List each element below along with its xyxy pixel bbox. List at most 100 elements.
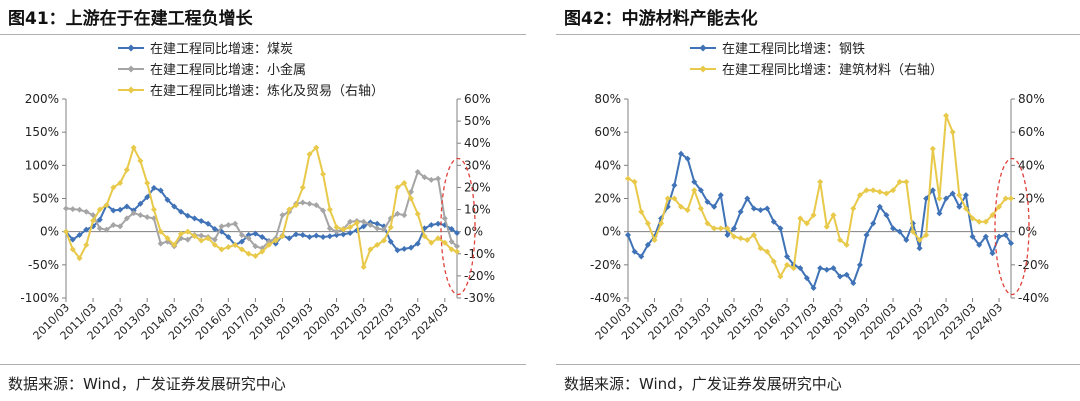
data-point — [777, 225, 784, 232]
data-point — [830, 265, 837, 272]
data-point — [704, 198, 711, 205]
data-point — [367, 246, 374, 253]
y-right-tick-label: 20% — [1018, 192, 1045, 206]
data-point — [401, 245, 408, 252]
data-point — [936, 210, 943, 217]
data-point — [252, 230, 259, 237]
data-point — [837, 273, 844, 280]
y-left-tick-label: -50% — [28, 258, 59, 272]
data-point — [435, 235, 442, 242]
data-point — [996, 203, 1003, 210]
data-point — [625, 231, 631, 238]
data-point — [1008, 240, 1014, 247]
data-point — [936, 195, 943, 202]
data-point — [697, 205, 704, 212]
data-point — [387, 238, 394, 245]
data-point — [320, 233, 327, 240]
data-point — [896, 228, 903, 235]
data-point — [435, 175, 442, 182]
data-point — [245, 235, 252, 242]
legend-label: 在建工程同比增速：建筑材料（右轴） — [722, 62, 943, 78]
data-point — [191, 233, 198, 240]
data-point — [69, 246, 76, 253]
y-left-tick-label: 200% — [25, 92, 59, 106]
legend-label: 在建工程同比增速：钢铁 — [722, 42, 865, 57]
data-point — [286, 206, 293, 213]
y-left-tick-label: 20% — [594, 192, 621, 206]
title-divider — [556, 34, 1080, 35]
data-point — [299, 184, 306, 191]
data-point — [198, 237, 205, 244]
bottom-divider — [556, 364, 1080, 365]
data-point — [293, 231, 299, 238]
data-point — [96, 225, 103, 232]
data-point — [123, 166, 130, 173]
data-point — [982, 233, 989, 240]
data-point — [306, 151, 313, 158]
data-point — [909, 228, 916, 235]
data-point — [265, 241, 272, 248]
data-point — [414, 210, 421, 217]
data-point — [697, 187, 704, 194]
data-point — [810, 285, 817, 292]
data-point — [225, 222, 232, 229]
data-point — [218, 223, 225, 230]
data-point — [704, 220, 711, 227]
data-point — [238, 246, 245, 253]
data-point — [83, 208, 90, 215]
data-point — [333, 231, 340, 238]
data-point — [803, 220, 810, 227]
data-point — [691, 178, 698, 185]
data-point — [178, 208, 184, 215]
figure-title: 图41：上游在于在建工程负增长 — [8, 9, 253, 29]
data-point — [326, 225, 333, 232]
data-point — [929, 145, 936, 152]
data-point — [724, 225, 731, 232]
data-point — [428, 239, 435, 246]
y-right-tick-label: -30% — [464, 291, 495, 305]
data-point — [360, 218, 367, 225]
y-left-tick-label: -100% — [20, 291, 59, 305]
data-point — [279, 212, 286, 219]
data-point — [320, 207, 327, 214]
data-point — [770, 218, 777, 225]
data-point — [850, 205, 857, 212]
y-left-tick-label: 60% — [594, 125, 621, 139]
data-point — [962, 192, 969, 199]
legend-swatch-marker — [127, 86, 135, 94]
data-point — [969, 233, 976, 240]
data-point — [989, 250, 996, 257]
data-point — [259, 248, 266, 255]
legend-label: 在建工程同比增速：煤炭 — [150, 42, 293, 57]
y-right-tick-label: 60% — [464, 92, 491, 106]
data-point — [232, 220, 239, 227]
data-point — [198, 232, 205, 239]
data-point — [790, 265, 797, 272]
y-right-tick-label: -20% — [464, 269, 495, 283]
data-point — [421, 174, 428, 181]
data-point — [454, 243, 460, 250]
data-point — [157, 228, 164, 235]
data-point — [737, 208, 744, 215]
data-point — [279, 233, 286, 240]
data-point — [360, 264, 367, 271]
data-point — [678, 203, 685, 210]
data-point — [414, 240, 421, 247]
data-point — [299, 231, 306, 238]
data-point — [164, 235, 171, 242]
data-point — [374, 225, 381, 232]
data-point — [625, 175, 631, 182]
data-point — [691, 187, 698, 194]
data-point — [448, 246, 455, 253]
data-point — [347, 218, 354, 225]
data-point — [218, 246, 225, 253]
data-point — [144, 180, 151, 187]
data-point — [380, 237, 387, 244]
data-point — [843, 271, 850, 278]
data-point — [130, 210, 137, 217]
data-point — [380, 226, 387, 233]
data-point — [76, 206, 83, 213]
data-point — [744, 236, 751, 243]
y-right-tick-label: 30% — [464, 158, 491, 172]
data-point — [870, 220, 877, 227]
